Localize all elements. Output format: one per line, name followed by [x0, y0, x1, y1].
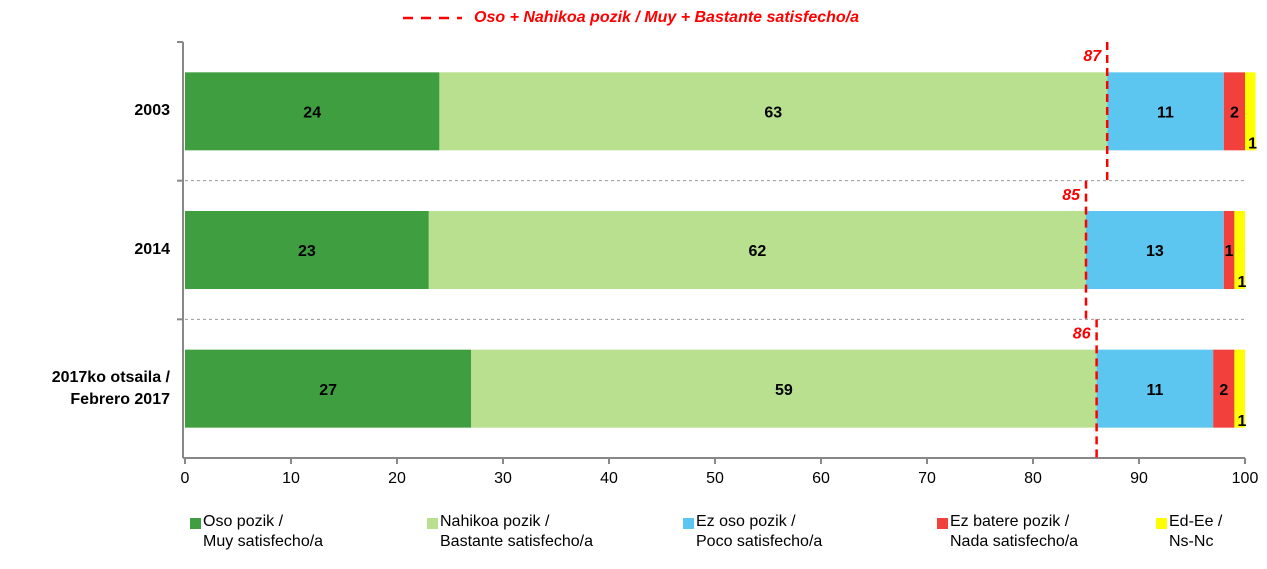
bar-segment: [185, 211, 429, 289]
reference-label: 86: [1073, 326, 1091, 343]
data-label: 11: [1146, 382, 1163, 399]
data-label: 13: [1146, 243, 1164, 260]
legend-label: Ez batere pozik / Nada satisfecho/a: [950, 513, 1079, 550]
data-label: 1: [1248, 136, 1257, 153]
x-tick-label: 90: [1130, 470, 1148, 487]
legend-swatch: [190, 518, 201, 529]
data-label: 59: [775, 382, 793, 399]
x-tick-label: 0: [181, 470, 190, 487]
data-label: 2: [1230, 105, 1239, 122]
legend-label: Ed-Ee / Ns-Nc: [1169, 513, 1223, 550]
reference-label: 87: [1083, 48, 1102, 65]
x-tick-label: 70: [918, 470, 936, 487]
data-label: 23: [298, 243, 316, 260]
data-label: 11: [1157, 105, 1174, 122]
legend-swatch: [427, 518, 438, 529]
x-tick-label: 10: [282, 470, 300, 487]
data-label: 27: [319, 382, 337, 399]
bar-segment: [1223, 211, 1235, 289]
data-label: 1: [1238, 274, 1247, 291]
bar-segment: [1223, 72, 1245, 151]
x-tick-label: 30: [494, 470, 512, 487]
legend-swatch: [683, 518, 694, 529]
bar-segment: [1213, 349, 1235, 428]
data-label: 2: [1219, 382, 1228, 399]
legend-label: Oso pozik / Muy satisfecho/a: [203, 513, 324, 550]
bar-segment: [185, 349, 472, 428]
legend-swatch: [1156, 518, 1167, 529]
x-tick-label: 80: [1024, 470, 1042, 487]
data-label: 62: [749, 243, 767, 260]
bar-segment: [439, 72, 1108, 151]
bar-segment: [428, 211, 1086, 289]
data-label: 1: [1225, 243, 1234, 260]
bar-segment: [1234, 211, 1245, 289]
bar-segment: [1245, 72, 1256, 151]
bar-segment: [1086, 211, 1224, 289]
x-tick-label: 100: [1232, 470, 1259, 487]
reference-legend-label: Oso + Nahikoa pozik / Muy + Bastante sat…: [474, 9, 859, 26]
x-tick-label: 50: [706, 470, 724, 487]
bar-segment: [1107, 72, 1224, 151]
y-tick-label: 2003: [134, 102, 170, 120]
y-tick-label: 2014: [134, 241, 170, 258]
y-tick-label: 2017ko otsaila / Febrero 2017: [51, 368, 170, 408]
legend-label: Ez oso pozik / Poco satisfecho/a: [696, 513, 823, 550]
legend-swatch: [937, 518, 948, 529]
bar-segment: [1096, 349, 1214, 428]
data-label: 63: [764, 105, 782, 122]
legend-label: Nahikoa pozik / Bastante satisfecho/a: [440, 513, 593, 550]
data-label: 1: [1238, 413, 1247, 430]
x-tick-label: 20: [388, 470, 406, 487]
bar-segment: [1234, 349, 1245, 428]
bar-segment: [471, 349, 1097, 428]
bar-segment: [185, 72, 440, 151]
x-tick-label: 60: [812, 470, 830, 487]
x-tick-label: 40: [600, 470, 618, 487]
data-label: 24: [303, 105, 321, 122]
reference-label: 85: [1062, 187, 1081, 204]
